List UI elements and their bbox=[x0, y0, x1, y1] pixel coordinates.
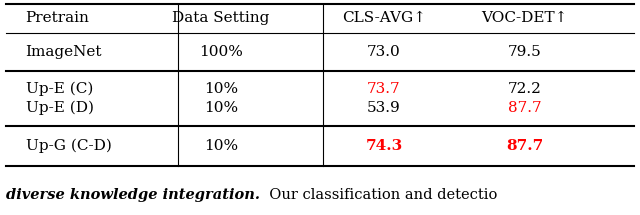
Text: 74.3: 74.3 bbox=[365, 139, 403, 153]
Text: Pretrain: Pretrain bbox=[26, 11, 90, 25]
Text: 53.9: 53.9 bbox=[367, 101, 401, 115]
Text: VOC-DET↑: VOC-DET↑ bbox=[482, 11, 568, 25]
Text: 87.7: 87.7 bbox=[508, 101, 541, 115]
Text: ImageNet: ImageNet bbox=[26, 45, 102, 59]
Text: Up-G (C-D): Up-G (C-D) bbox=[26, 139, 111, 153]
Text: 100%: 100% bbox=[199, 45, 243, 59]
Text: Data Setting: Data Setting bbox=[172, 11, 269, 25]
Text: Up-E (C): Up-E (C) bbox=[26, 82, 93, 96]
Text: diverse knowledge integration.: diverse knowledge integration. bbox=[6, 187, 260, 202]
Text: 10%: 10% bbox=[204, 101, 238, 115]
Text: 72.2: 72.2 bbox=[508, 82, 541, 96]
Text: 73.7: 73.7 bbox=[367, 82, 401, 96]
Text: 10%: 10% bbox=[204, 139, 238, 153]
Text: 79.5: 79.5 bbox=[508, 45, 541, 59]
Text: Up-E (D): Up-E (D) bbox=[26, 101, 93, 115]
Text: 73.0: 73.0 bbox=[367, 45, 401, 59]
Text: Our classification and detectio: Our classification and detectio bbox=[260, 187, 498, 202]
Text: CLS-AVG↑: CLS-AVG↑ bbox=[342, 11, 426, 25]
Text: 87.7: 87.7 bbox=[506, 139, 543, 153]
Text: 10%: 10% bbox=[204, 82, 238, 96]
